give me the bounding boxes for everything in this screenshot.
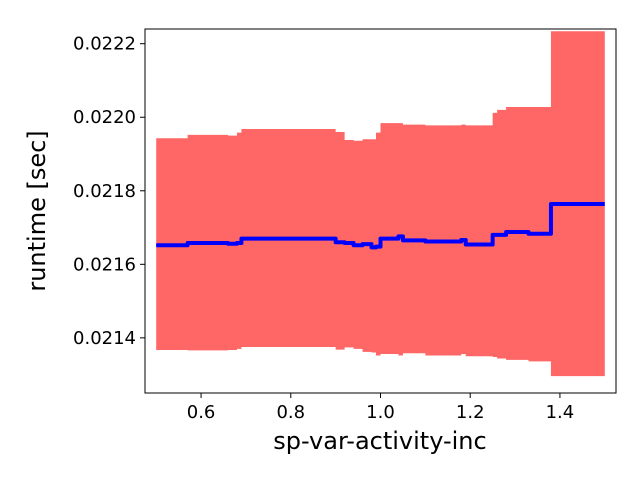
x-tick-label: 1.0 bbox=[366, 402, 395, 423]
mean-runtime-line-0 bbox=[156, 202, 605, 250]
x-tick-label: 0.6 bbox=[187, 402, 216, 423]
y-tick-label: 0.0220 bbox=[73, 107, 136, 128]
x-tick-label: 1.2 bbox=[456, 402, 485, 423]
y-axis-label: runtime [sec] bbox=[23, 130, 51, 291]
y-tick-label: 0.0222 bbox=[73, 34, 136, 55]
x-tick-label: 0.8 bbox=[276, 402, 305, 423]
y-tick-label: 0.0216 bbox=[73, 254, 136, 275]
y-tick-label: 0.0218 bbox=[73, 181, 136, 202]
x-axis-label: sp-var-activity-inc bbox=[273, 427, 486, 455]
y-tick-label: 0.0214 bbox=[73, 328, 136, 349]
x-tick-label: 1.4 bbox=[546, 402, 575, 423]
confidence-band-0 bbox=[156, 31, 605, 377]
